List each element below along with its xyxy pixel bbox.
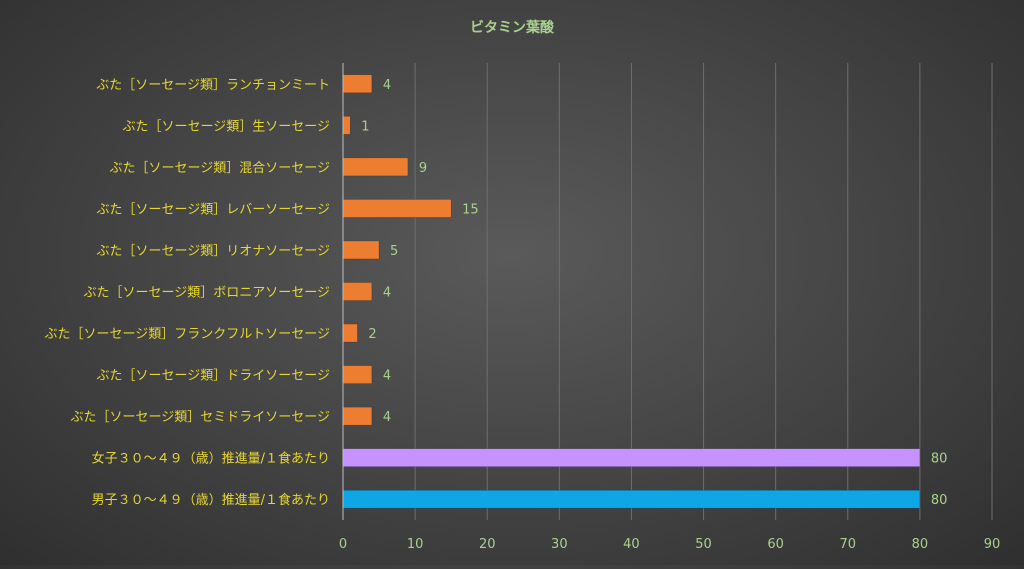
x-tick-label: 40 [623, 537, 640, 552]
bar [342, 406, 373, 426]
bars [342, 74, 921, 509]
x-tick-label: 60 [767, 537, 784, 552]
bar [342, 240, 380, 260]
x-tick-label: 70 [840, 537, 857, 552]
category-label: 女子３０～４９（歳）推進量/１食あたり [92, 451, 330, 467]
x-tick-label: 10 [407, 537, 424, 552]
category-label: ぶた［ソーセージ類］ボロニアソーセージ [84, 286, 330, 301]
data-label: 1 [361, 119, 369, 134]
x-tick-label: 20 [479, 537, 496, 552]
x-tick-label: 30 [551, 537, 568, 552]
category-label: ぶた［ソーセージ類］生ソーセージ [123, 119, 330, 134]
data-label: 80 [931, 452, 948, 467]
x-tick-label: 90 [984, 537, 1001, 552]
category-label: ぶた［ソーセージ類］レバーソーセージ [97, 202, 330, 217]
bar [342, 489, 921, 509]
gridlines [414, 63, 993, 520]
bar [342, 282, 373, 301]
category-label: ぶた［ソーセージ類］セミドライソーセージ [71, 410, 330, 425]
bar [342, 74, 373, 94]
value-labels: 4 1 9 15 5 4 2 4 4 80 80 [361, 78, 947, 508]
bar [342, 199, 452, 218]
data-label: 4 [383, 286, 391, 301]
category-label: ぶた［ソーセージ類］ドライソーセージ [97, 369, 330, 384]
category-label: ぶた［ソーセージ類］ランチョンミート [96, 78, 330, 93]
data-label: 4 [383, 78, 391, 93]
x-tick-label: 0 [339, 537, 347, 552]
data-label: 80 [931, 493, 948, 508]
bar [342, 448, 921, 467]
x-tick-labels: 0 10 20 30 40 50 60 70 80 90 [339, 537, 1000, 552]
data-label: 4 [383, 369, 391, 384]
category-label: ぶた［ソーセージ類］リオナソーセージ [97, 244, 330, 259]
category-labels: ぶた［ソーセージ類］ランチョンミートぶた［ソーセージ類］生ソーセージぶた［ソーセ… [45, 78, 330, 508]
bar [342, 323, 358, 343]
data-label: 15 [462, 202, 479, 217]
x-tick-label: 50 [695, 537, 712, 552]
category-label: ぶた［ソーセージ類］フランクフルトソーセージ [45, 327, 330, 342]
bar [342, 365, 373, 384]
category-label: 男子３０～４９（歳）推進量/１食あたり [92, 492, 330, 508]
category-label: ぶた［ソーセージ類］混合ソーセージ [110, 161, 330, 176]
data-label: 9 [419, 161, 427, 176]
x-tick-label: 80 [912, 537, 929, 552]
data-label: 5 [390, 244, 398, 259]
chart-title: ビタミン葉酸 [470, 19, 555, 36]
bar [342, 157, 409, 177]
data-label: 4 [383, 410, 391, 425]
bar [342, 116, 351, 135]
data-label: 2 [368, 327, 376, 342]
